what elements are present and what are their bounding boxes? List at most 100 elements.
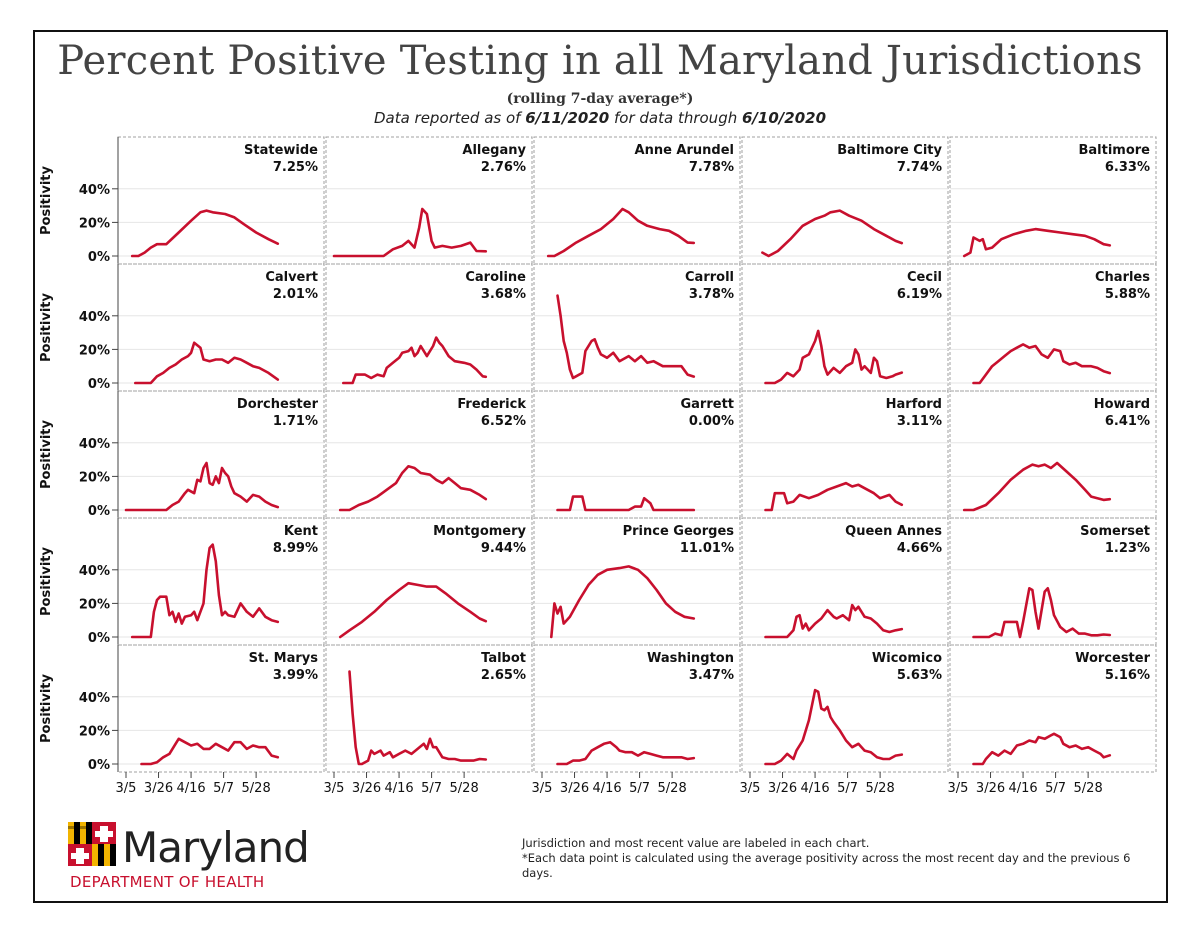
panel-queen-annes: Queen Annes 4.66% <box>741 517 949 646</box>
x-tick-label: 3/5 <box>948 781 969 796</box>
panel-washington: Washington 3.47% 3/5 3/26 4/16 5/7 5/28 <box>532 644 741 796</box>
series-line-charles <box>972 343 1112 385</box>
latest-value-label: 3.11% <box>897 414 942 429</box>
panel-baltimore: Baltimore 6.33% <box>949 136 1157 265</box>
x-tick-label: 3/26 <box>768 781 797 796</box>
series-line-calvert <box>134 341 280 385</box>
jurisdiction-label: Washington <box>647 651 734 666</box>
panel-border <box>741 644 949 773</box>
jurisdiction-label: Frederick <box>457 397 526 412</box>
series-line-dorchester <box>124 461 280 512</box>
y-axis-label: Positivity <box>39 420 54 489</box>
series-line-harford <box>764 481 904 512</box>
y-tick-label: 20% <box>79 724 110 739</box>
jurisdiction-label: Baltimore <box>1078 143 1150 158</box>
y-axis-label: Positivity <box>39 293 54 362</box>
footnote-line-2: *Each data point is calculated using the… <box>522 851 1131 880</box>
jurisdiction-label: Talbot <box>481 651 526 666</box>
latest-value-label: 11.01% <box>680 541 734 556</box>
jurisdiction-label: Baltimore City <box>837 143 942 158</box>
panel-wicomico: Wicomico 5.63% 3/5 3/26 4/16 5/7 5/28 <box>740 644 949 796</box>
x-tick-label: 5/7 <box>837 781 858 796</box>
jurisdiction-label: Howard <box>1094 397 1150 412</box>
series-line-wicomico <box>764 688 904 766</box>
jurisdiction-label: Dorchester <box>237 397 319 412</box>
jurisdiction-label: Caroline <box>465 270 526 285</box>
series-line-baltimore <box>962 227 1112 258</box>
x-tick-label: 3/26 <box>560 781 589 796</box>
y-tick-label: 40% <box>79 310 110 325</box>
panel-harford: Harford 3.11% <box>741 390 949 519</box>
latest-value-label: 3.47% <box>689 668 734 683</box>
jurisdiction-label: St. Marys <box>249 651 319 666</box>
panel-caroline: Caroline 3.68% <box>325 263 533 392</box>
x-tick-label: 3/26 <box>976 781 1005 796</box>
series-line-howard <box>962 461 1112 512</box>
x-tick-label: 4/16 <box>1008 781 1037 796</box>
jurisdiction-label: Statewide <box>244 143 318 158</box>
report-dates: Data reported as of 6/11/2020 for data t… <box>0 109 1200 127</box>
panel-montgomery: Montgomery 9.44% <box>325 517 533 646</box>
y-tick-label: 20% <box>79 343 110 358</box>
series-line-st-marys <box>140 737 280 766</box>
latest-value-label: 8.99% <box>273 541 318 556</box>
panel-kent: Kent 8.99% 0% 20% 40% Positivity <box>39 517 325 646</box>
series-line-talbot <box>348 670 488 766</box>
x-tick-label: 3/5 <box>532 781 553 796</box>
jurisdiction-label: Somerset <box>1080 524 1150 539</box>
series-line-worcester <box>972 732 1112 766</box>
x-tick-label: 5/28 <box>450 781 479 796</box>
chart-subtitle: (rolling 7-day average*) <box>506 91 694 107</box>
y-tick-label: 40% <box>79 183 110 198</box>
latest-value-label: 6.41% <box>1105 414 1150 429</box>
y-axis-label: Positivity <box>39 547 54 616</box>
department-name: DEPARTMENT OF HEALTH <box>70 873 265 891</box>
series-line-caroline <box>342 336 488 385</box>
latest-value-label: 5.63% <box>897 668 942 683</box>
series-line-cecil <box>764 329 904 385</box>
x-tick-label: 3/26 <box>144 781 173 796</box>
y-tick-label: 0% <box>88 504 110 519</box>
panel-dorchester: Dorchester 1.71% 0% 20% 40% Positivity <box>39 390 325 519</box>
latest-value-label: 6.19% <box>897 287 942 302</box>
jurisdiction-label: Allegany <box>462 143 526 158</box>
footnote-line-1: Jurisdiction and most recent value are l… <box>522 836 870 850</box>
panel-border <box>533 644 741 773</box>
latest-value-label: 0.00% <box>689 414 734 429</box>
series-line-allegany <box>332 207 488 258</box>
jurisdiction-label: Worcester <box>1075 651 1151 666</box>
x-tick-label: 5/28 <box>866 781 895 796</box>
latest-value-label: 2.01% <box>273 287 318 302</box>
latest-value-label: 3.68% <box>481 287 526 302</box>
maryland-flag-logo-icon <box>68 820 120 872</box>
y-axis-label: Positivity <box>39 674 54 743</box>
panel-st-marys: St. Marys 3.99% 0% 20% 40% Positivity 3/5 3/26 4… <box>39 644 325 796</box>
series-line-frederick <box>338 465 488 512</box>
x-tick-label: 5/7 <box>629 781 650 796</box>
panel-garrett: Garrett 0.00% <box>533 390 741 519</box>
series-line-somerset <box>972 587 1112 639</box>
series-line-anne-arundel <box>546 207 696 258</box>
panel-frederick: Frederick 6.52% <box>325 390 533 519</box>
jurisdiction-label: Queen Annes <box>845 524 942 539</box>
latest-value-label: 3.99% <box>273 668 318 683</box>
latest-value-label: 6.52% <box>481 414 526 429</box>
jurisdiction-label: Prince Georges <box>623 524 735 539</box>
panel-calvert: Calvert 2.01% 0% 20% 40% Positivity <box>39 263 325 392</box>
latest-value-label: 5.16% <box>1105 668 1150 683</box>
latest-value-label: 5.88% <box>1105 287 1150 302</box>
y-tick-label: 0% <box>88 250 110 265</box>
y-tick-label: 40% <box>79 691 110 706</box>
panel-cecil: Cecil 6.19% <box>741 263 949 392</box>
panel-talbot: Talbot 2.65% 3/5 3/26 4/16 5/7 5/28 <box>324 644 533 796</box>
footnote: Jurisdiction and most recent value are l… <box>522 836 1142 881</box>
jurisdiction-label: Wicomico <box>872 651 942 666</box>
panel-howard: Howard 6.41% <box>949 390 1157 519</box>
figure-frame <box>33 30 1168 903</box>
latest-value-label: 4.66% <box>897 541 942 556</box>
jurisdiction-label: Calvert <box>265 270 318 285</box>
jurisdiction-label: Garrett <box>680 397 734 412</box>
series-line-washington <box>556 740 696 766</box>
y-tick-label: 40% <box>79 437 110 452</box>
